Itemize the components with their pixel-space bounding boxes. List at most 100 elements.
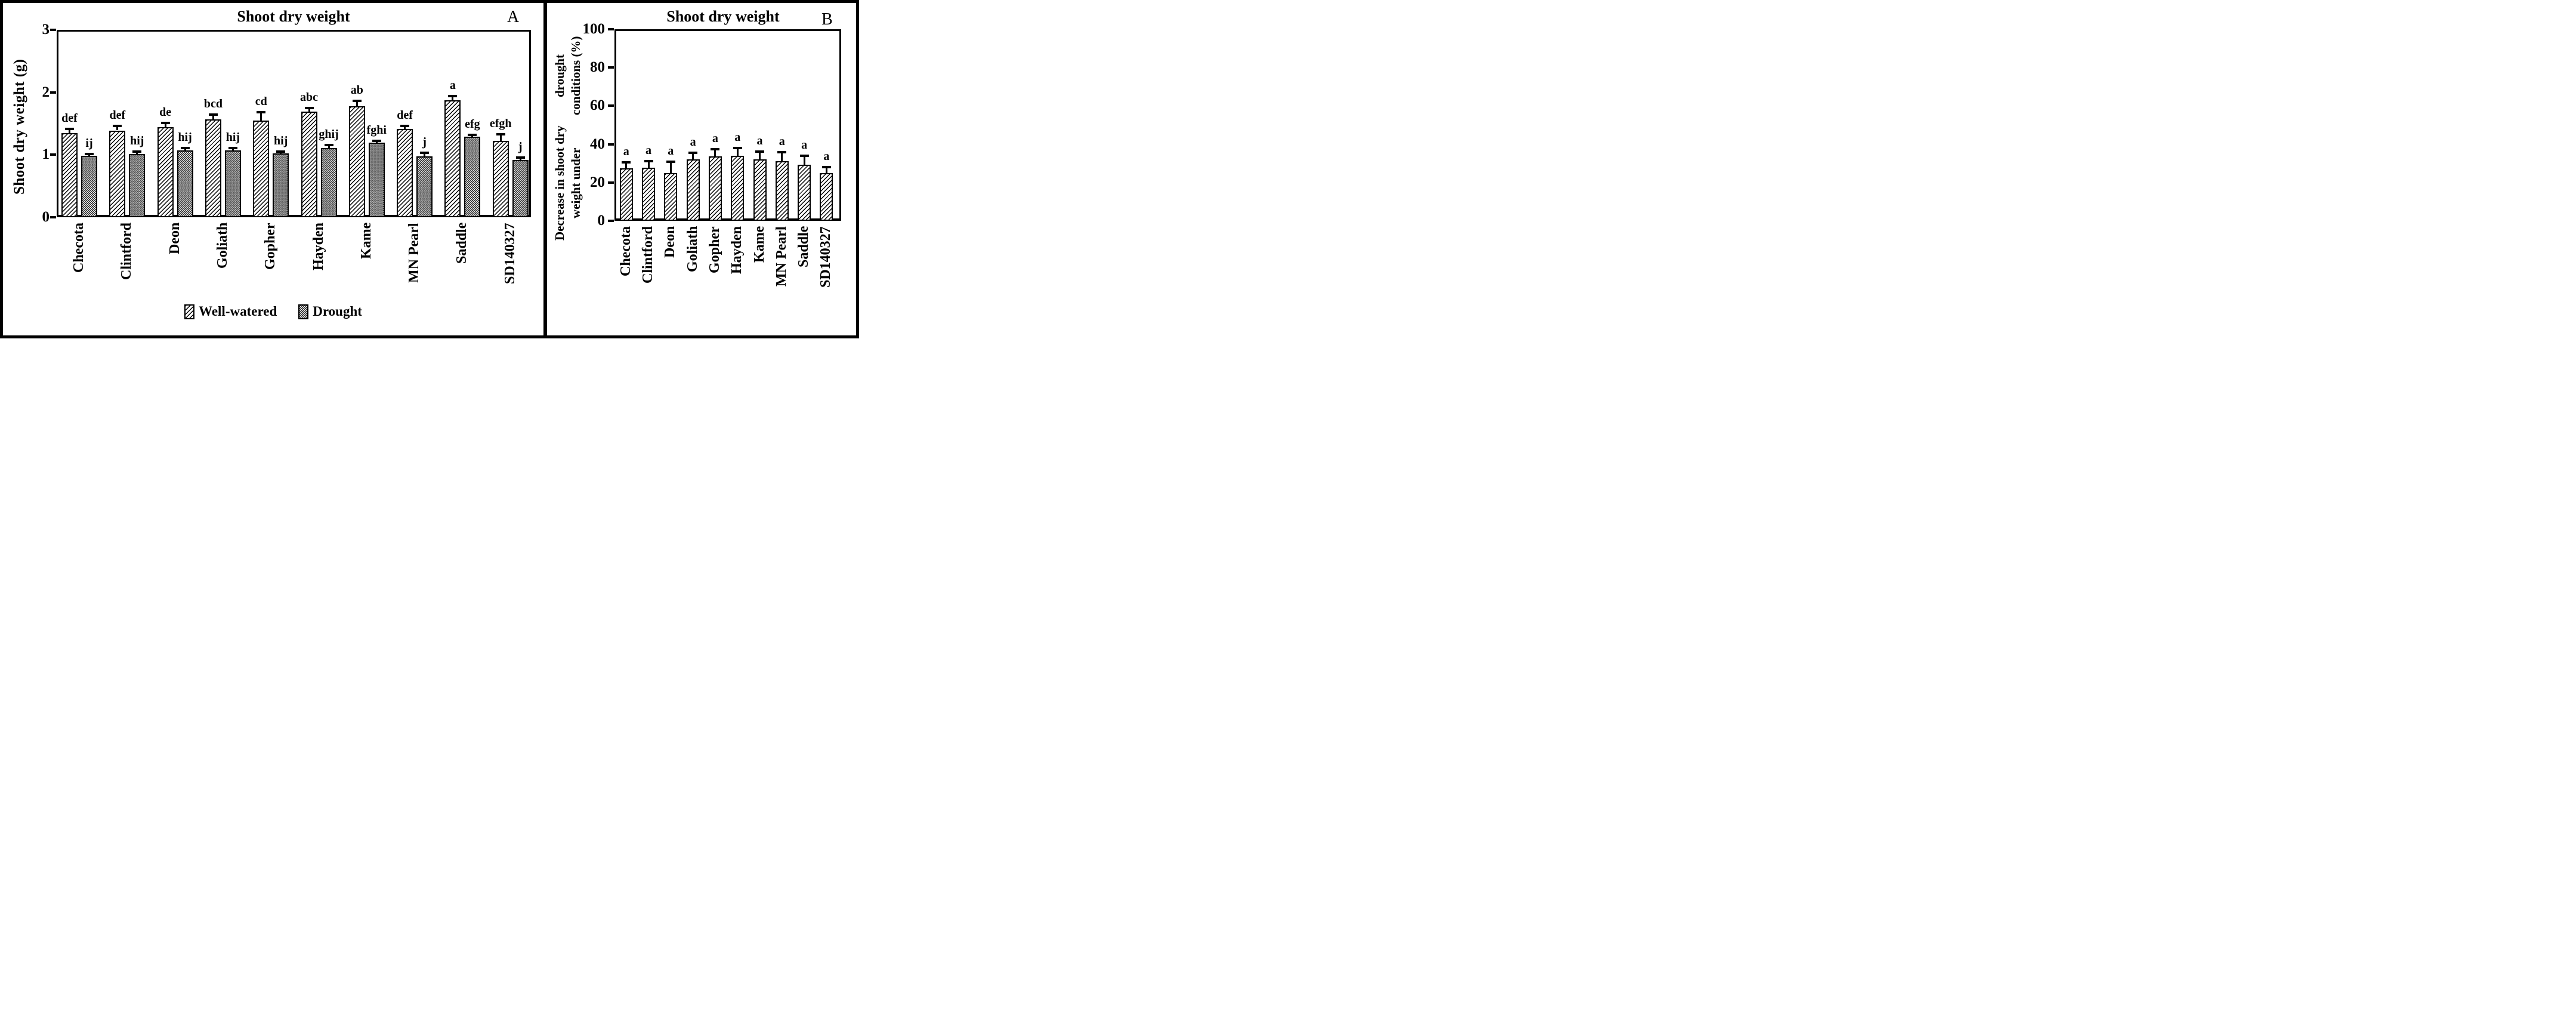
- error-bar-stem: [375, 141, 378, 143]
- error-bar-stem: [308, 108, 310, 112]
- significance-letter: a: [734, 130, 741, 144]
- error-bar-cap: [515, 156, 525, 159]
- error-bar-cap: [85, 153, 94, 156]
- x-axis-label-clintford: Clintford: [119, 223, 135, 280]
- error-bar-stem: [69, 130, 70, 133]
- panel-b-title: Shoot dry weight: [666, 8, 780, 25]
- error-bar-stem: [184, 148, 186, 150]
- x-axis-label-checota: Checota: [71, 223, 87, 273]
- bar-saddle: [464, 136, 481, 217]
- error-bar-stem: [803, 156, 805, 165]
- bar-gopher: [253, 120, 270, 217]
- error-bar-cap: [799, 154, 809, 157]
- bar-kame: [368, 143, 385, 217]
- bar-saddle: [798, 164, 811, 221]
- error-bar-cap: [228, 146, 237, 149]
- bar-sd140327: [820, 172, 833, 221]
- panel-a-title: Shoot dry weight: [237, 8, 350, 25]
- significance-letter: hij: [178, 130, 192, 144]
- significance-letter: ab: [350, 84, 363, 97]
- bar-sd140327: [512, 159, 529, 217]
- significance-letter: a: [449, 78, 456, 92]
- significance-letter: ghij: [319, 127, 339, 141]
- bar-mn-pearl: [775, 161, 789, 221]
- x-axis-label-gopher: Gopher: [706, 226, 722, 273]
- error-bar-stem: [714, 149, 716, 156]
- y-axis-tick-label: 2: [42, 84, 50, 100]
- error-bar-stem: [625, 162, 628, 168]
- bar-clintford: [129, 154, 146, 217]
- y-axis-tick-label: 1: [42, 146, 50, 163]
- panel-a-y-axis-label: Shoot dry weight (g): [11, 58, 27, 195]
- bar-gopher: [273, 153, 289, 217]
- error-bar-cap: [208, 113, 218, 116]
- significance-letter: j: [422, 135, 427, 149]
- error-bar-stem: [669, 162, 672, 173]
- error-bar-stem: [452, 96, 454, 101]
- significance-letter: a: [779, 134, 785, 148]
- bar-hayden: [731, 155, 745, 221]
- significance-letter: def: [61, 112, 78, 125]
- y-axis-tick-label: 40: [590, 135, 605, 152]
- bar-goliath: [686, 159, 700, 221]
- bar-gopher: [708, 156, 722, 221]
- significance-letter: efg: [465, 117, 480, 131]
- error-bar-cap: [372, 140, 381, 143]
- x-axis-label-gopher: Gopher: [262, 223, 279, 270]
- error-bar-cap: [496, 132, 505, 135]
- y-axis-tick: [608, 143, 614, 146]
- bar-hayden: [301, 112, 317, 217]
- drought-swatch-icon: [298, 304, 309, 319]
- x-axis-label-goliath: Goliath: [684, 226, 700, 273]
- error-bar-stem: [404, 127, 406, 130]
- x-axis-label-deon: Deon: [166, 223, 183, 255]
- y-axis-tick-label: 60: [590, 97, 605, 114]
- x-axis-label-saddle: Saddle: [454, 223, 470, 264]
- significance-letter: fghi: [366, 124, 387, 137]
- x-axis-label-goliath: Goliath: [214, 223, 230, 269]
- panel-b: Shoot dry weight B Decrease in shoot dry…: [547, 3, 856, 335]
- y-axis-tick: [608, 181, 614, 184]
- bar-deon: [177, 150, 193, 217]
- y-axis-tick: [50, 28, 56, 31]
- significance-letter: hij: [226, 130, 240, 144]
- significance-letter: de: [159, 105, 172, 119]
- error-bar-cap: [180, 146, 190, 149]
- y-axis-tick-label: 0: [42, 209, 50, 225]
- y-axis-tick-label: 20: [590, 174, 605, 190]
- panel-b-letter: B: [821, 10, 833, 29]
- significance-letter: hij: [274, 134, 288, 148]
- error-bar-stem: [499, 134, 502, 141]
- bar-goliath: [224, 150, 241, 217]
- significance-letter: bcd: [203, 97, 223, 111]
- error-bar-cap: [821, 166, 831, 169]
- error-bar-cap: [448, 94, 458, 97]
- y-axis-tick: [50, 216, 56, 218]
- error-bar-cap: [160, 121, 170, 124]
- error-bar-cap: [468, 133, 477, 136]
- error-bar-stem: [692, 153, 694, 159]
- error-bar-stem: [424, 153, 426, 157]
- significance-letter: def: [397, 109, 413, 122]
- bar-kame: [753, 159, 767, 221]
- x-axis-label-mn-pearl: MN Pearl: [406, 223, 422, 283]
- error-bar-cap: [276, 150, 286, 153]
- x-axis-label-saddle: Saddle: [796, 226, 812, 268]
- y-axis-tick: [608, 28, 614, 30]
- error-bar-stem: [647, 162, 650, 168]
- legend-label-well-watered: Well-watered: [199, 304, 277, 319]
- y-axis-tick: [608, 104, 614, 107]
- bar-hayden: [320, 147, 337, 217]
- error-bar-stem: [519, 158, 521, 160]
- error-bar-cap: [257, 111, 266, 114]
- error-bar-stem: [136, 152, 138, 155]
- x-axis-label-hayden: Hayden: [729, 226, 745, 275]
- error-bar-cap: [400, 125, 410, 128]
- well-watered-swatch-icon: [184, 304, 195, 319]
- error-bar-stem: [825, 168, 827, 173]
- error-bar-stem: [164, 123, 166, 128]
- significance-letter: a: [623, 144, 629, 158]
- error-bar-cap: [666, 160, 675, 163]
- panel-a: Shoot dry weight A Shoot dry weight (g) …: [3, 3, 547, 335]
- error-bar-stem: [88, 155, 90, 156]
